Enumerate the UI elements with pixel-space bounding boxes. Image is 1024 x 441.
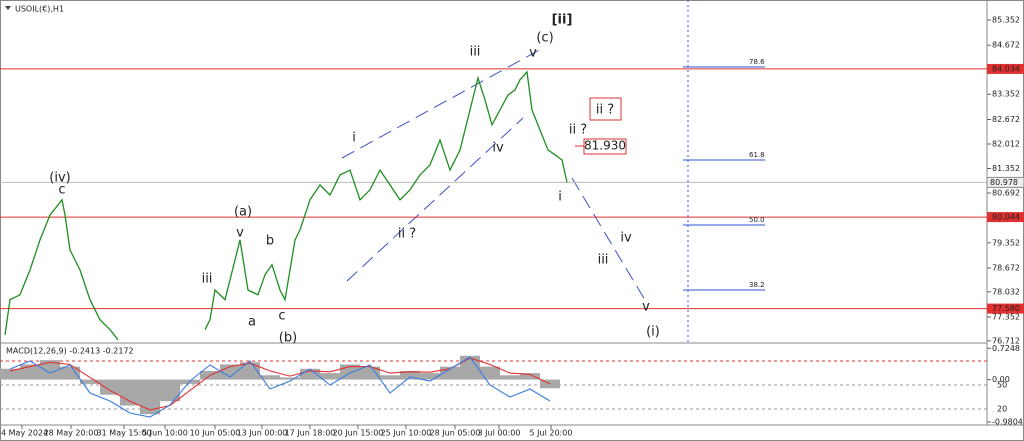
wave-label: (c) <box>536 31 553 46</box>
trend-line <box>346 117 524 282</box>
chart-title: USOIL(€),H1 <box>15 5 64 14</box>
x-tick-label: 20 Jun 15:00 <box>333 429 384 438</box>
x-tick-label: 28 Jun 05:00 <box>430 429 481 438</box>
wave-label: iii <box>202 272 213 287</box>
annotation-box <box>589 97 622 121</box>
macd-bar <box>100 379 120 395</box>
y-tick-label: 76.712 <box>992 336 1020 345</box>
price-line <box>4 70 568 341</box>
y2-tick-label: 20 <box>997 405 1007 414</box>
macd-bar <box>380 375 400 380</box>
fib-label: 61.8 <box>749 151 765 159</box>
x-tick-label: 5 Jul 20:00 <box>530 429 573 438</box>
macd-bar <box>160 379 180 402</box>
fib-label: 38.2 <box>749 281 765 289</box>
wave-label: iii <box>470 45 481 60</box>
current-price-bg <box>986 176 1024 188</box>
fib-label: 50.0 <box>749 216 765 224</box>
y-tick-label: 0.00 <box>992 375 1010 384</box>
level-label-bg <box>987 63 1024 74</box>
macd-bar <box>40 360 60 380</box>
macd-bar <box>140 379 160 415</box>
macd-bar <box>300 368 320 380</box>
x-tick-label: 17 Jun 18:00 <box>285 429 336 438</box>
x-tick-label: 3 Jul 00:00 <box>478 429 521 438</box>
macd-bar <box>80 379 100 384</box>
macd-bar <box>540 379 560 389</box>
oscillator-line <box>9 356 551 418</box>
wave-label: [ii] <box>552 13 573 28</box>
macd-bar <box>0 368 20 380</box>
macd-bar <box>240 362 260 380</box>
wave-label: 81.930 <box>584 139 626 153</box>
macd-bar <box>500 375 520 380</box>
macd-bar <box>280 377 300 380</box>
y-tick-label: 79.352 <box>992 238 1020 247</box>
y-tick-label: 0.7248 <box>992 344 1020 353</box>
wave-label: (iv) <box>49 171 70 186</box>
fib-label: 78.6 <box>749 58 765 66</box>
y-tick-label: 78.672 <box>992 264 1020 273</box>
y-tick-label: 80.692 <box>992 189 1020 198</box>
trend-line <box>341 47 544 159</box>
y-tick-label: 83.352 <box>992 90 1020 99</box>
x-tick-label: 24 May 2024 <box>0 429 48 438</box>
macd-bar <box>400 370 420 380</box>
x-tick-label: 13 Jun 00:00 <box>237 429 288 438</box>
y2-tick-label: 50 <box>997 381 1007 390</box>
wave-label: v <box>236 226 244 241</box>
macd-bar <box>460 355 480 380</box>
macd-bar <box>60 366 80 380</box>
level-label: 84.034 <box>992 64 1020 73</box>
level-label: 77.580 <box>992 304 1020 313</box>
wave-label: ii ? <box>569 123 587 138</box>
y-tick-label: 78.032 <box>992 287 1020 296</box>
y-tick-label: 84.672 <box>992 41 1020 50</box>
x-tick-label: 25 Jun 10:00 <box>381 429 432 438</box>
wave-label: iv <box>620 231 632 246</box>
macd-bar <box>360 366 380 380</box>
wave-label: (i) <box>646 325 660 340</box>
macd-bar <box>320 373 340 380</box>
current-price-label: 80.978 <box>990 178 1018 187</box>
wave-label: (b) <box>279 331 297 346</box>
y-tick-label: 77.352 <box>992 313 1020 322</box>
macd-title: MACD(12,26,9) -0.2413 -0.2172 <box>6 347 134 356</box>
wave-label: iii <box>598 253 609 268</box>
wave-label: i <box>352 131 356 146</box>
wave-label: c <box>58 183 65 198</box>
level-label: 80.044 <box>992 213 1020 222</box>
level-label-bg <box>987 212 1024 223</box>
macd-bar <box>420 373 440 380</box>
wave-label: b <box>266 234 274 249</box>
x-tick-label: 10 Jun 05:00 <box>190 429 241 438</box>
y-tick-label: 82.672 <box>992 115 1020 124</box>
x-tick-label: 31 May 15:00 <box>97 429 152 438</box>
level-label-bg <box>987 303 1024 314</box>
wave-label: c <box>278 309 285 324</box>
projection-line <box>571 177 649 306</box>
macd-bar <box>520 373 540 380</box>
wave-label: v <box>642 300 650 315</box>
y-tick-label: 81.352 <box>992 164 1020 173</box>
wave-label: (a) <box>234 205 252 220</box>
y-tick-label: -0.9804 <box>992 417 1023 426</box>
x-tick-label: 28 May 20:00 <box>44 429 99 438</box>
wave-label: iv <box>492 141 504 156</box>
wave-label: a <box>248 315 256 330</box>
y-tick-label: 85.352 <box>992 15 1020 24</box>
macd-bar <box>480 366 500 380</box>
menu-arrow <box>5 6 11 10</box>
wave-label: v <box>529 46 537 61</box>
wave-label: ii ? <box>596 103 614 118</box>
y-tick-label: 82.012 <box>992 140 1020 149</box>
x-tick-label: 5 Jun 10:00 <box>142 429 188 438</box>
wave-label: i <box>558 190 562 205</box>
wave-label: ii ? <box>398 227 416 242</box>
macd-bar <box>20 364 40 380</box>
macd-bar <box>260 375 280 380</box>
